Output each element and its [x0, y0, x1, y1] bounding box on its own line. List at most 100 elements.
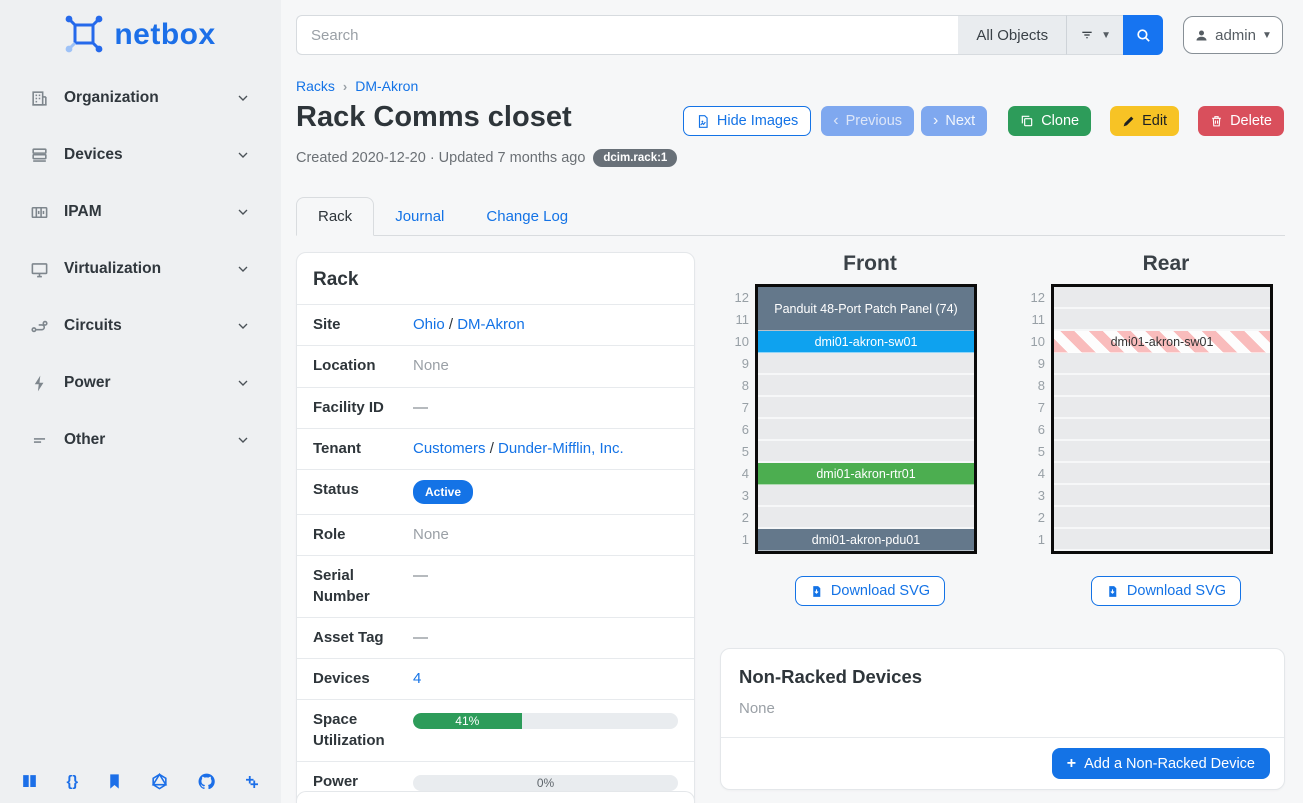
global-search-bar: All Objects ▼	[296, 15, 1163, 55]
sidebar-item-organization[interactable]: Organization	[12, 78, 269, 118]
space-utilization-fill: 41%	[413, 713, 522, 730]
row-label: Devices	[313, 670, 370, 688]
rack-device[interactable]: dmi01-akron-pdu01	[758, 529, 974, 551]
ip-grid-icon	[30, 203, 49, 222]
chevron-down-icon	[235, 375, 251, 391]
download-svg-button-rear[interactable]: Download SVG	[1090, 576, 1242, 606]
rack-empty-slot	[758, 441, 974, 463]
tab-rack[interactable]: Rack	[296, 197, 375, 236]
unit-number: 11	[735, 312, 750, 327]
unit-number: 6	[1037, 422, 1045, 437]
clone-button[interactable]: Clone	[1008, 106, 1092, 136]
github-icon[interactable]	[197, 772, 216, 791]
tab-change-log[interactable]: Change Log	[486, 208, 569, 225]
unit-number: 3	[1037, 488, 1045, 503]
rack-device[interactable]: dmi01-akron-sw01	[758, 331, 974, 353]
unit-number: 11	[1031, 312, 1046, 327]
rack-empty-slot	[1054, 463, 1270, 485]
row-devices: Devices 4	[297, 658, 694, 699]
row-value: Ohio / DM-Akron	[413, 315, 678, 335]
row-space-utilization: Space Utilization 41%	[297, 699, 694, 761]
chevron-down-icon	[235, 90, 251, 106]
clone-label: Clone	[1041, 113, 1080, 129]
chevron-down-icon	[235, 432, 251, 448]
row-value: Active	[413, 480, 678, 505]
rear-elevation-title: Rear	[1142, 252, 1190, 275]
non-racked-footer: + Add a Non-Racked Device	[721, 737, 1284, 789]
front-rack-diagram: Panduit 48-Port Patch Panel (74) dmi01-ak…	[755, 284, 977, 554]
edit-button[interactable]: Edit	[1110, 106, 1180, 136]
row-status: Status Active	[297, 469, 694, 514]
status-badge: Active	[413, 480, 474, 505]
breadcrumb-site[interactable]: DM-Akron	[355, 78, 419, 94]
sidebar-item-other[interactable]: Other	[12, 420, 269, 460]
delete-button[interactable]: Delete	[1198, 106, 1284, 136]
next-button[interactable]: › Next	[921, 106, 988, 136]
docs-book-icon[interactable]	[20, 772, 39, 791]
front-elevation: Front 12 11 10 9 8 7 6 5 4 3 2 1 Panduit 48-Port Pa…	[725, 252, 1015, 606]
unit-number: 9	[1037, 356, 1045, 371]
graphql-icon[interactable]	[150, 772, 169, 791]
sidebar-item-ipam[interactable]: IPAM	[12, 192, 269, 232]
sidebar-item-power[interactable]: Power	[12, 363, 269, 403]
tab-journal[interactable]: Journal	[395, 208, 445, 225]
add-non-racked-device-button[interactable]: + Add a Non-Racked Device	[1051, 748, 1270, 779]
search-scope-label: All Objects	[976, 26, 1049, 44]
separator: /	[485, 439, 499, 457]
download-svg-label: Download SVG	[1126, 583, 1227, 599]
api-braces-icon[interactable]: {}	[66, 773, 79, 790]
tenant-link[interactable]: Dunder-Mifflin, Inc.	[498, 439, 624, 457]
hide-images-button[interactable]: Hide Images	[682, 106, 812, 136]
previous-label: Previous	[845, 113, 903, 129]
row-value: Customers / Dunder-Mifflin, Inc.	[413, 439, 678, 459]
sidebar-item-virtualization[interactable]: Virtualization	[12, 249, 269, 289]
chevron-left-icon: ‹	[833, 112, 839, 129]
rack-empty-slot	[758, 397, 974, 419]
sidebar-item-label: Other	[64, 431, 106, 448]
rack-device[interactable]: Panduit 48-Port Patch Panel (74)	[758, 287, 974, 331]
row-role: Role None	[297, 514, 694, 555]
unit-number: 1	[741, 532, 749, 547]
search-scope-select[interactable]: All Objects	[958, 15, 1067, 55]
search-input[interactable]	[296, 15, 959, 55]
rack-device[interactable]: dmi01-akron-sw01	[1054, 331, 1270, 353]
site-link[interactable]: DM-Akron	[457, 316, 525, 333]
netbox-wordmark: netbox	[114, 18, 216, 51]
caret-down-icon: ▼	[1101, 29, 1111, 41]
netbox-logo[interactable]: netbox	[0, 0, 281, 58]
rack-empty-slot	[1054, 419, 1270, 441]
unit-number: 5	[1037, 444, 1045, 459]
card-title: Rack	[313, 269, 359, 290]
download-svg-button-front[interactable]: Download SVG	[794, 576, 946, 606]
search-filter-button[interactable]: ▼	[1066, 15, 1123, 55]
rack-device[interactable]: dmi01-akron-rtr01	[758, 463, 974, 485]
breadcrumb-racks[interactable]: Racks	[296, 78, 335, 94]
tenant-group-link[interactable]: Customers	[413, 439, 486, 457]
unit-number: 9	[741, 356, 749, 371]
page-title: Rack Comms closet	[296, 101, 572, 133]
tab-bar: Rack Journal Change Log	[296, 197, 1285, 236]
previous-button[interactable]: ‹ Previous	[821, 106, 915, 136]
site-group-link[interactable]: Ohio	[413, 316, 445, 333]
sidebar-item-label: IPAM	[64, 203, 102, 220]
slack-icon[interactable]	[243, 772, 261, 791]
sidebar-item-devices[interactable]: Devices	[12, 135, 269, 175]
trash-icon	[1210, 114, 1223, 128]
row-facility-id: Facility ID —	[297, 386, 694, 428]
plus-icon: +	[1066, 754, 1077, 772]
search-submit-button[interactable]	[1123, 15, 1163, 55]
row-site: Site Ohio / DM-Akron	[297, 304, 694, 345]
file-download-icon	[810, 584, 823, 599]
sidebar: netbox Organization Devices IPAM	[0, 0, 281, 803]
devices-count-link[interactable]: 4	[413, 670, 422, 688]
copy-icon	[1020, 114, 1034, 128]
sidebar-item-label: Organization	[64, 89, 159, 106]
user-menu-button[interactable]: admin ▼	[1183, 16, 1283, 54]
sidebar-item-circuits[interactable]: Circuits	[12, 306, 269, 346]
unit-number: 7	[1037, 400, 1045, 415]
username: admin	[1215, 26, 1256, 44]
unit-number: 10	[734, 334, 749, 349]
rack-info-card: Rack Site Ohio / DM-Akron Location None …	[296, 252, 695, 803]
bookmark-icon[interactable]	[106, 772, 123, 791]
circuit-icon	[30, 317, 49, 336]
